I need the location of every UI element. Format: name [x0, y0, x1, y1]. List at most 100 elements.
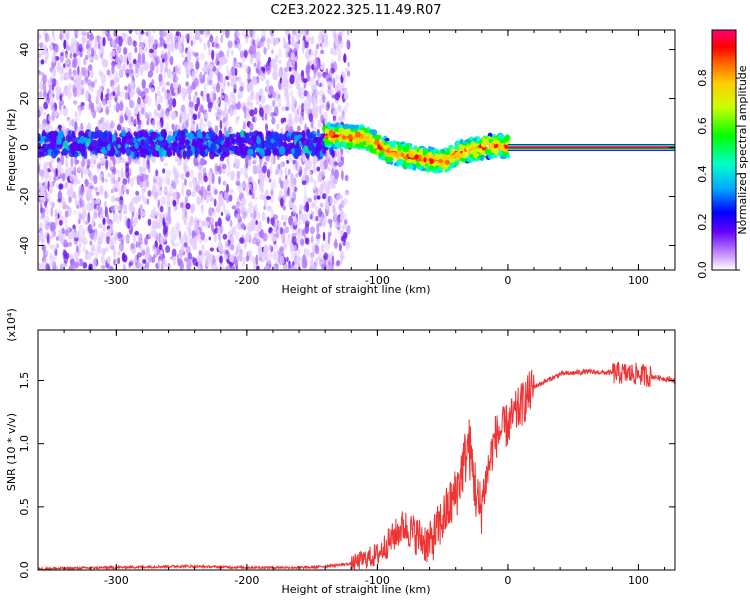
noise-speckle: [82, 210, 87, 218]
ridge-speckle: [428, 151, 433, 157]
noise-speckle: [188, 93, 192, 102]
band-speckle: [291, 147, 295, 155]
noise-speckle: [271, 236, 276, 243]
noise-speckle: [204, 249, 210, 259]
ridge-speckle: [459, 138, 464, 145]
noise-speckle: [211, 178, 215, 185]
noise-speckle: [279, 246, 285, 252]
noise-speckle: [213, 86, 216, 94]
noise-speckle: [318, 98, 323, 104]
noise-speckle: [301, 102, 305, 113]
band-speckle: [272, 148, 279, 156]
noise-speckle: [336, 259, 340, 267]
noise-speckle: [181, 87, 186, 98]
noise-speckle: [208, 64, 214, 70]
band-speckle: [140, 139, 146, 146]
noise-speckle: [106, 69, 111, 76]
noise-speckle: [166, 200, 170, 205]
noise-speckle: [78, 106, 82, 117]
band-speckle: [303, 145, 309, 154]
noise-speckle: [55, 80, 60, 89]
noise-speckle: [179, 261, 184, 270]
noise-speckle: [112, 211, 117, 223]
noise-speckle: [281, 107, 286, 112]
noise-speckle: [44, 171, 50, 181]
ridge-speckle: [373, 144, 379, 149]
band-speckle: [317, 132, 321, 138]
noise-speckle: [319, 30, 323, 38]
noise-speckle: [343, 197, 348, 205]
noise-speckle: [256, 63, 261, 72]
noise-speckle: [134, 195, 139, 205]
noise-speckle: [326, 100, 330, 105]
band-speckle: [176, 131, 181, 141]
noise-speckle: [46, 233, 50, 244]
noise-speckle: [69, 52, 73, 59]
noise-speckle: [201, 95, 206, 101]
noise-speckle: [259, 107, 264, 118]
noise-speckle: [342, 223, 347, 230]
noise-speckle: [297, 219, 302, 227]
noise-speckle: [122, 264, 126, 270]
noise-speckle: [279, 168, 283, 179]
noise-speckle: [270, 193, 274, 204]
noise-speckle: [97, 236, 102, 245]
noise-speckle: [250, 221, 256, 232]
noise-speckle: [156, 90, 161, 97]
ridge-speckle: [423, 157, 427, 163]
noise-speckle: [52, 34, 56, 42]
noise-speckle: [87, 79, 92, 87]
noise-speckle: [151, 78, 155, 85]
band-speckle: [108, 133, 113, 143]
noise-speckle: [83, 168, 89, 175]
noise-speckle: [334, 238, 338, 249]
noise-speckle: [319, 104, 322, 115]
noise-speckle: [214, 112, 219, 117]
noise-speckle: [275, 233, 279, 238]
noise-speckle: [99, 213, 104, 220]
noise-speckle: [259, 229, 264, 239]
noise-speckle: [206, 120, 212, 129]
noise-speckle: [61, 66, 64, 74]
noise-speckle: [207, 102, 213, 109]
noise-speckle: [110, 223, 114, 234]
noise-speckle: [175, 205, 178, 210]
band-speckle: [230, 133, 237, 138]
noise-speckle: [321, 193, 327, 200]
noise-speckle: [246, 230, 251, 237]
noise-speckle: [145, 45, 148, 53]
noise-speckle: [197, 110, 201, 120]
noise-speckle: [244, 173, 249, 179]
noise-speckle: [270, 34, 275, 44]
noise-speckle: [108, 100, 112, 109]
noise-speckle: [313, 194, 317, 201]
noise-speckle: [145, 31, 149, 37]
noise-speckle: [176, 224, 180, 235]
noise-speckle: [95, 191, 100, 196]
noise-speckle: [149, 87, 155, 93]
snr-xlabel: Height of straight line (km): [281, 583, 430, 596]
ridge-speckle: [387, 157, 394, 161]
noise-speckle: [330, 102, 335, 111]
noise-speckle: [106, 256, 111, 264]
noise-speckle: [134, 254, 138, 264]
noise-speckle: [93, 159, 97, 165]
noise-speckle: [43, 112, 47, 117]
noise-speckle: [172, 98, 177, 108]
noise-speckle: [233, 94, 236, 106]
band-speckle: [307, 141, 314, 152]
noise-speckle: [294, 263, 298, 270]
noise-speckle: [268, 178, 272, 183]
noise-speckle: [41, 244, 46, 252]
noise-speckle: [226, 64, 229, 73]
band-speckle: [121, 129, 127, 137]
noise-speckle: [230, 96, 234, 103]
noise-speckle: [138, 110, 141, 120]
noise-speckle: [199, 198, 204, 204]
ridge-speckle: [354, 144, 358, 148]
noise-speckle: [81, 185, 85, 194]
noise-speckle: [211, 49, 215, 61]
noise-speckle: [240, 168, 244, 175]
noise-speckle: [192, 243, 198, 251]
noise-speckle: [243, 111, 247, 119]
